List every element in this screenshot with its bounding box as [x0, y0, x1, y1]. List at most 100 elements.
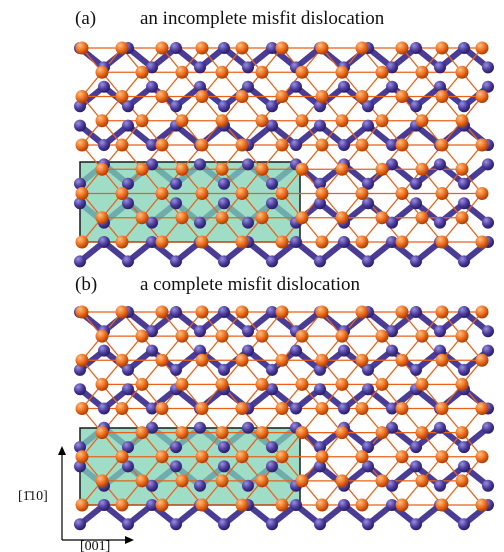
atom: [122, 383, 134, 395]
atom: [482, 158, 494, 170]
atom: [396, 306, 409, 319]
atom: [338, 81, 350, 93]
atom: [276, 90, 289, 103]
atom: [396, 402, 409, 415]
atom: [242, 480, 254, 492]
atom: [376, 163, 389, 176]
atom: [236, 42, 249, 55]
atom: [410, 441, 422, 453]
atom: [122, 518, 134, 530]
atom: [316, 402, 329, 415]
atom: [136, 330, 149, 343]
atom: [76, 306, 89, 319]
atom: [194, 61, 206, 73]
atom: [256, 163, 269, 176]
atom: [456, 114, 469, 127]
bonds: [80, 312, 488, 524]
atom: [98, 236, 110, 248]
atom: [96, 114, 109, 127]
atom: [482, 61, 494, 73]
atom: [436, 402, 449, 415]
atom: [236, 402, 249, 415]
panel-label: (b): [75, 274, 97, 295]
atom: [436, 306, 449, 319]
atom: [362, 120, 374, 132]
atom: [266, 460, 278, 472]
atom: [236, 306, 249, 319]
atom: [290, 81, 302, 93]
atom: [434, 480, 446, 492]
atom: [74, 518, 86, 530]
atom: [218, 441, 230, 453]
atom: [296, 211, 309, 224]
atom: [296, 66, 309, 79]
atom: [476, 139, 489, 152]
atom: [416, 66, 429, 79]
atom: [196, 354, 209, 367]
atom: [436, 450, 449, 463]
atom: [98, 81, 110, 93]
atom: [458, 518, 470, 530]
atom: [216, 474, 229, 487]
atom: [196, 450, 209, 463]
atom: [236, 499, 249, 512]
atom: [410, 518, 422, 530]
atom: [146, 81, 158, 93]
atom: [116, 499, 129, 512]
atom: [276, 139, 289, 152]
atom: [176, 474, 189, 487]
atom: [156, 236, 169, 249]
atom: [482, 480, 494, 492]
atom: [456, 66, 469, 79]
atom: [194, 325, 206, 337]
atom: [116, 42, 129, 55]
atom: [396, 354, 409, 367]
atom: [296, 378, 309, 391]
atom: [194, 480, 206, 492]
axis-label: [001]: [80, 539, 110, 552]
atom: [338, 345, 350, 357]
atom: [410, 364, 422, 376]
atom: [266, 441, 278, 453]
atom: [96, 330, 109, 343]
atom: [236, 139, 249, 152]
atom: [416, 211, 429, 224]
atom: [434, 422, 446, 434]
atom: [256, 211, 269, 224]
atom: [276, 402, 289, 415]
atom: [98, 345, 110, 357]
atom: [96, 211, 109, 224]
atom: [376, 330, 389, 343]
atom: [410, 306, 422, 318]
atom: [216, 114, 229, 127]
atom: [410, 197, 422, 209]
atom: [356, 187, 369, 200]
atom: [98, 499, 110, 511]
atom: [218, 518, 230, 530]
atom: [276, 187, 289, 200]
atom: [416, 163, 429, 176]
atom: [116, 402, 129, 415]
atom: [136, 66, 149, 79]
atom: [436, 499, 449, 512]
atom: [456, 330, 469, 343]
atom: [194, 158, 206, 170]
atom: [156, 187, 169, 200]
atom: [218, 306, 230, 318]
atom: [386, 345, 398, 357]
atom: [316, 306, 329, 319]
atom: [316, 354, 329, 367]
atom: [170, 460, 182, 472]
lattice-b: [74, 306, 494, 531]
atom: [122, 120, 134, 132]
atom: [396, 42, 409, 55]
atom: [296, 330, 309, 343]
atom: [458, 42, 470, 54]
atom: [336, 378, 349, 391]
atom: [76, 402, 89, 415]
atom: [116, 187, 129, 200]
atom: [196, 306, 209, 319]
atom: [316, 90, 329, 103]
atom: [136, 426, 149, 439]
atom: [242, 158, 254, 170]
